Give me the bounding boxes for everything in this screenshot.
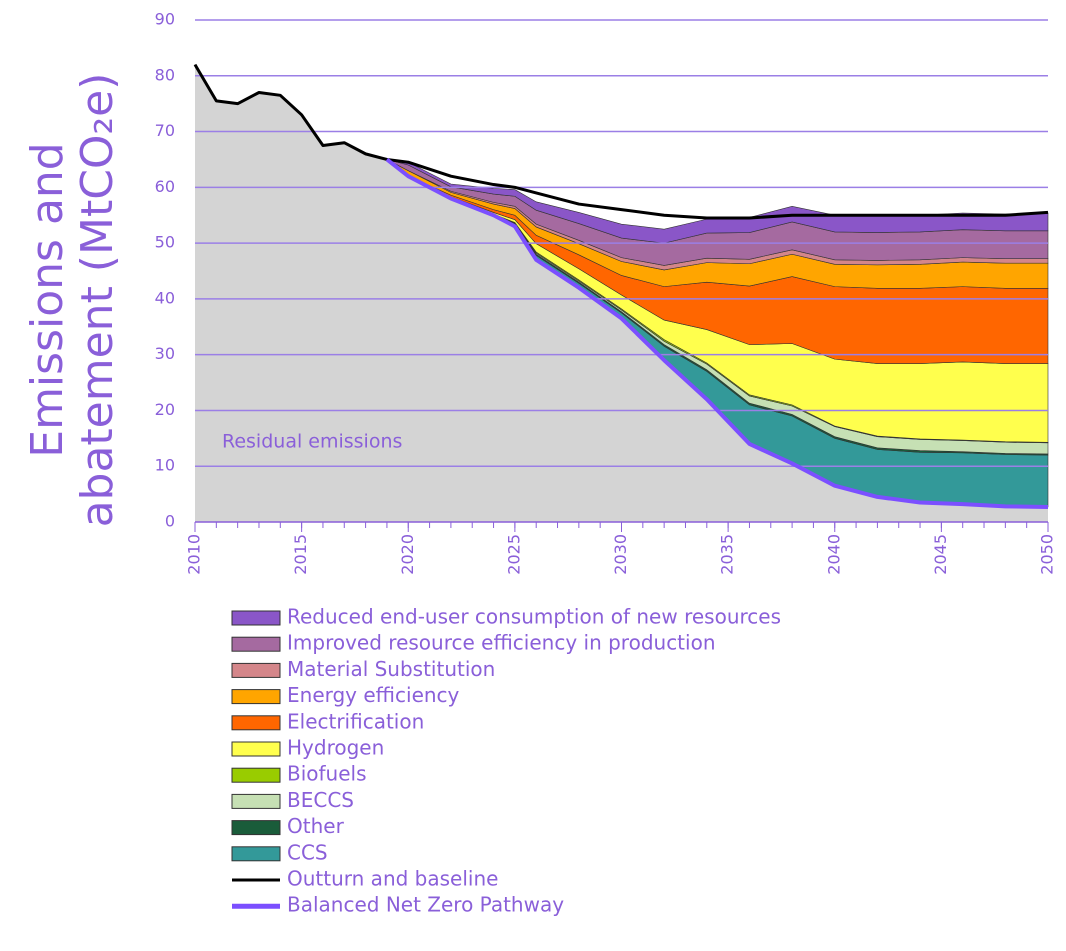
areas bbox=[194, 64, 1049, 522]
y-tick-label: 0 bbox=[165, 512, 175, 531]
x-tick-label: 2025 bbox=[504, 534, 523, 575]
y-tick-label: 50 bbox=[155, 233, 175, 252]
legend-swatch bbox=[231, 846, 281, 862]
legend-swatch bbox=[231, 610, 281, 626]
legend-label: Other bbox=[287, 814, 345, 838]
legend-label: BECCS bbox=[287, 788, 354, 812]
x-tick-label: 2020 bbox=[398, 534, 417, 575]
y-tick-label: 10 bbox=[155, 456, 175, 475]
legend-swatch bbox=[231, 767, 281, 783]
y-tick-label: 80 bbox=[155, 65, 175, 84]
line bbox=[385, 157, 1049, 509]
legend-swatch bbox=[231, 741, 281, 757]
annotation: Residual emissions bbox=[222, 431, 402, 453]
x-tick-label: 2050 bbox=[1038, 534, 1057, 575]
legend-swatch bbox=[231, 715, 281, 731]
y-tick-label: 90 bbox=[155, 10, 175, 29]
legend-swatch bbox=[231, 662, 281, 678]
legend-swatch bbox=[231, 820, 281, 836]
grid bbox=[195, 19, 1048, 467]
legend-swatch bbox=[231, 793, 281, 809]
x-tick-label: 2010 bbox=[185, 534, 204, 575]
line bbox=[193, 63, 1049, 220]
y-tick-label: 40 bbox=[155, 288, 175, 307]
legend-label: Balanced Net Zero Pathway bbox=[287, 893, 564, 917]
legend-label: Outturn and baseline bbox=[287, 867, 498, 891]
x-tick-label: 2035 bbox=[718, 534, 737, 575]
legend-label: CCS bbox=[287, 840, 328, 864]
legend-label: Hydrogen bbox=[287, 736, 384, 760]
x-tick-label: 2030 bbox=[611, 534, 630, 575]
y-axis-label: abatement (MtCO₂e) bbox=[72, 73, 123, 528]
area bbox=[195, 64, 1048, 522]
legend-label: Electrification bbox=[287, 709, 424, 733]
legend-label: Improved resource efficiency in producti… bbox=[287, 631, 716, 655]
legend-swatch bbox=[231, 689, 281, 705]
x-tick-label: 2040 bbox=[824, 534, 843, 575]
legend-label: Biofuels bbox=[287, 762, 367, 786]
y-tick-label: 20 bbox=[155, 400, 175, 419]
y-tick-label: 70 bbox=[155, 121, 175, 140]
y-axis-label: Emissions and bbox=[22, 142, 73, 457]
legend-label: Material Substitution bbox=[287, 657, 495, 681]
y-tick-label: 30 bbox=[155, 344, 175, 363]
x-tick-label: 2015 bbox=[291, 534, 310, 575]
legend-label: Energy efficiency bbox=[287, 683, 460, 707]
x-tick-label: 2045 bbox=[931, 534, 950, 575]
y-tick-label: 60 bbox=[155, 177, 175, 196]
legend-swatch bbox=[231, 636, 281, 652]
legend-label: Reduced end-user consumption of new reso… bbox=[287, 605, 781, 629]
